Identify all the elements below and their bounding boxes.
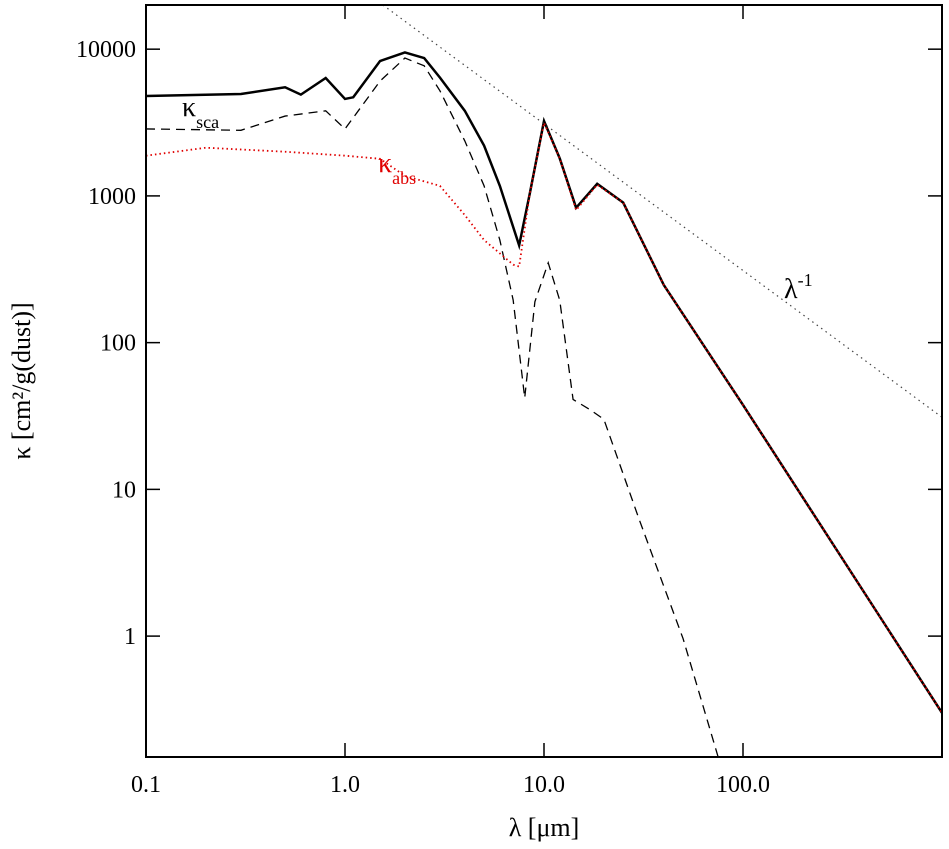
data-line — [146, 119, 942, 714]
data-line — [382, 5, 942, 418]
annotation-symbol: λ — [784, 274, 798, 305]
y-tick-label: 10 — [112, 477, 136, 503]
annotation: κsca — [182, 92, 219, 132]
annotation-symbol: κ — [378, 148, 392, 179]
annotation: κabs — [378, 148, 416, 188]
annotation-subscript: sca — [196, 112, 219, 132]
x-tick-label: 100.0 — [716, 772, 770, 798]
y-tick-label: 1000 — [88, 184, 136, 210]
y-tick-label: 10000 — [76, 37, 136, 63]
annotation-symbol: κ — [182, 92, 196, 123]
y-axis-label: κ [cm²/g(dust)] — [7, 302, 36, 459]
y-tick-label: 100 — [100, 331, 136, 357]
annotation-subscript: abs — [392, 168, 416, 188]
annotation-superscript: -1 — [798, 270, 813, 290]
x-tick-label: 0.1 — [131, 772, 161, 798]
data-line — [146, 51, 942, 714]
x-tick-label: 10.0 — [523, 772, 565, 798]
annotation: λ-1 — [784, 270, 813, 305]
data-line — [146, 57, 719, 757]
x-axis-label: λ [μm] — [509, 813, 580, 842]
plot-area — [146, 5, 942, 757]
x-tick-label: 1.0 — [330, 772, 360, 798]
y-tick-label: 1 — [124, 624, 136, 650]
